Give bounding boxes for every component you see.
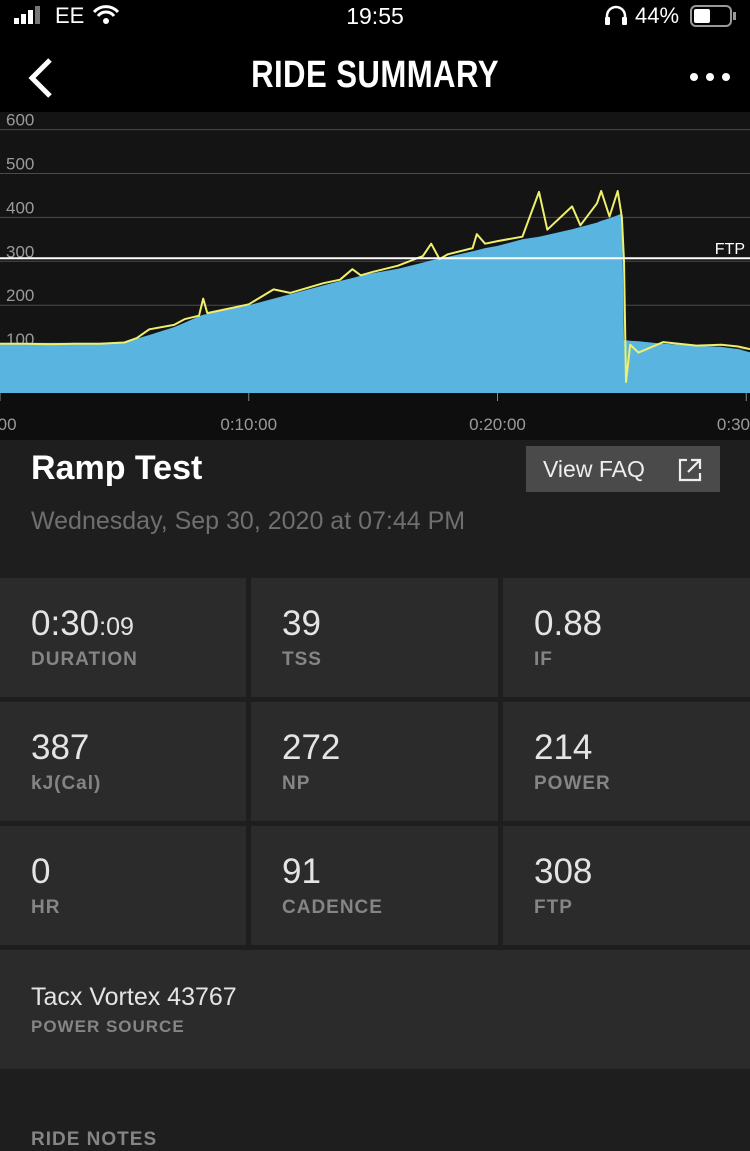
stat-value-main: 272 bbox=[282, 728, 341, 767]
stat-value-main: 91 bbox=[282, 852, 321, 891]
status-bar: EE 19:55 44% bbox=[0, 0, 750, 32]
stat-cell: 387 kJ(Cal) bbox=[0, 702, 246, 821]
stat-cell: 214 POWER bbox=[503, 702, 750, 821]
stat-value-main: 387 bbox=[31, 728, 90, 767]
stat-value-main: 39 bbox=[282, 604, 321, 643]
stat-value: 214 bbox=[534, 728, 592, 768]
faq-button-label: View FAQ bbox=[543, 456, 645, 482]
stat-label: CADENCE bbox=[282, 897, 383, 918]
stat-value-main: 0 bbox=[31, 852, 51, 891]
ftp-label: FTP bbox=[715, 241, 745, 258]
workout-title: Ramp Test bbox=[31, 449, 203, 487]
power-source-value: Tacx Vortex 43767 bbox=[31, 983, 237, 1011]
y-tick-label: 400 bbox=[6, 198, 34, 217]
stat-label: NP bbox=[282, 773, 311, 794]
stat-label: TSS bbox=[282, 649, 322, 670]
power-source-cell: Tacx Vortex 43767 POWER SOURCE bbox=[0, 950, 750, 1069]
stat-cell: 0.88 IF bbox=[503, 578, 750, 697]
stat-label: DURATION bbox=[31, 649, 138, 670]
workout-date: Wednesday, Sep 30, 2020 at 07:44 PM bbox=[31, 507, 466, 535]
power-source-label: POWER SOURCE bbox=[31, 1017, 185, 1036]
stat-value-main: 214 bbox=[534, 728, 593, 767]
x-tick-label: 0:00 bbox=[0, 415, 17, 434]
clock: 19:55 bbox=[346, 3, 404, 29]
nav-bar: RIDE SUMMARY bbox=[0, 32, 750, 112]
stat-value: 91 bbox=[282, 852, 321, 892]
y-tick-label: 600 bbox=[6, 112, 34, 130]
stat-label: IF bbox=[534, 649, 553, 670]
more-button[interactable] bbox=[686, 70, 734, 84]
y-tick-label: 500 bbox=[6, 154, 34, 173]
back-button[interactable] bbox=[24, 56, 58, 100]
stat-value: 387 bbox=[31, 728, 89, 768]
stat-cell: 39 TSS bbox=[251, 578, 498, 697]
stat-cell: 0:30:09 DURATION bbox=[0, 578, 246, 697]
stat-label: FTP bbox=[534, 897, 573, 918]
x-tick-label: 0:20:00 bbox=[469, 415, 526, 434]
stat-cell: 308 FTP bbox=[503, 826, 750, 945]
stat-cell: 0 HR bbox=[0, 826, 246, 945]
stat-value: 0:30:09 bbox=[31, 604, 134, 644]
carrier: EE bbox=[55, 3, 85, 28]
stat-value: 0.88 bbox=[534, 604, 602, 644]
faq-button[interactable]: View FAQ bbox=[526, 446, 720, 492]
status-icons bbox=[14, 5, 736, 27]
stat-label: HR bbox=[31, 897, 61, 918]
stat-value: 308 bbox=[534, 852, 592, 892]
stat-cell: 272 NP bbox=[251, 702, 498, 821]
notes-label: RIDE NOTES bbox=[31, 1129, 158, 1150]
stat-label: kJ(Cal) bbox=[31, 773, 102, 794]
stat-value: 0 bbox=[31, 852, 50, 892]
stat-value-main: 308 bbox=[534, 852, 593, 891]
stat-value-main: 0:30 bbox=[31, 604, 100, 643]
stat-value: 39 bbox=[282, 604, 321, 644]
stat-value-main: 0.88 bbox=[534, 604, 603, 643]
y-tick-label: 300 bbox=[6, 242, 34, 261]
x-tick-label: 0:30 bbox=[717, 415, 750, 434]
battery-level: 44% bbox=[635, 3, 680, 28]
external-link-icon bbox=[678, 458, 702, 482]
power-chart: 100200300400500600FTP0:000:10:000:20:000… bbox=[0, 112, 750, 440]
y-tick-label: 200 bbox=[6, 286, 34, 305]
page-title: RIDE SUMMARY bbox=[251, 54, 499, 96]
stat-value: 272 bbox=[282, 728, 340, 768]
stat-cell: 91 CADENCE bbox=[251, 826, 498, 945]
axis-band bbox=[0, 393, 750, 440]
stat-value-small: :09 bbox=[99, 613, 134, 641]
stat-label: POWER bbox=[534, 773, 611, 794]
x-tick-label: 0:10:00 bbox=[220, 415, 277, 434]
